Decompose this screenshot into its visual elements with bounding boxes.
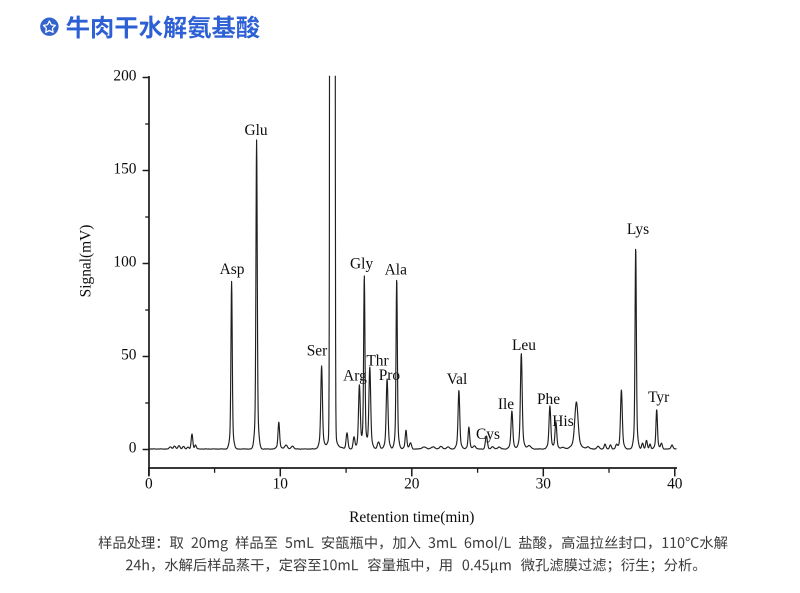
svg-text:Leu: Leu	[512, 337, 536, 354]
svg-text:Tyr: Tyr	[648, 389, 669, 406]
svg-text:Thr: Thr	[366, 353, 388, 370]
svg-text:Cys: Cys	[476, 426, 500, 443]
svg-text:200: 200	[113, 68, 136, 85]
svg-text:Retention time(min): Retention time(min)	[349, 509, 474, 526]
svg-text:Gly: Gly	[350, 255, 373, 272]
svg-text:40: 40	[667, 476, 683, 493]
svg-text:Signal(mV): Signal(mV)	[78, 225, 95, 298]
svg-text:Asp: Asp	[220, 261, 245, 278]
svg-text:Glu: Glu	[244, 122, 267, 139]
svg-text:30: 30	[536, 476, 552, 493]
svg-text:Ile: Ile	[498, 396, 514, 413]
svg-text:0: 0	[145, 476, 153, 493]
svg-text:100: 100	[113, 254, 136, 271]
svg-text:10: 10	[273, 476, 289, 493]
svg-text:Ala: Ala	[385, 261, 407, 278]
svg-text:150: 150	[113, 161, 136, 178]
svg-text:Pro: Pro	[379, 367, 401, 384]
svg-text:0: 0	[129, 440, 137, 457]
svg-text:50: 50	[121, 347, 137, 364]
svg-text:His: His	[552, 413, 573, 430]
svg-text:20: 20	[404, 476, 420, 493]
svg-text:Lys: Lys	[627, 221, 649, 238]
svg-text:Arg: Arg	[343, 368, 367, 385]
svg-text:Val: Val	[447, 371, 468, 388]
svg-text:Phe: Phe	[537, 391, 560, 408]
svg-text:Ser: Ser	[307, 343, 328, 360]
